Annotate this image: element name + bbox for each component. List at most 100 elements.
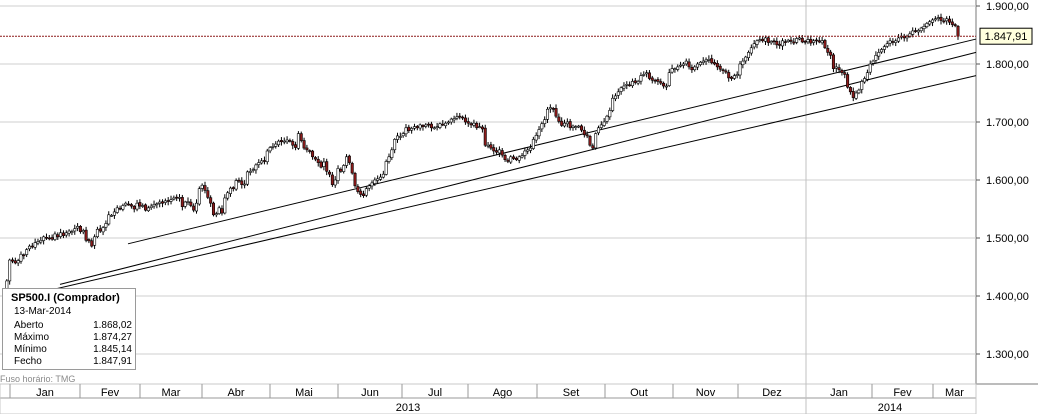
info-row-open: Aberto 1.868,02 — [14, 320, 132, 332]
candle-body — [577, 125, 581, 128]
candle-body — [761, 38, 765, 42]
candle-body — [313, 157, 317, 160]
candle-body — [693, 66, 697, 71]
candle-body — [840, 69, 844, 73]
candle-body — [834, 66, 838, 69]
candle-body — [39, 240, 43, 243]
candle-body — [622, 85, 626, 89]
x-month-label: Jul — [428, 387, 442, 399]
last-price-tag — [979, 27, 1033, 45]
candle-body — [710, 58, 714, 64]
candle-body — [93, 236, 97, 246]
candle-body — [642, 74, 646, 76]
candle-body — [260, 160, 264, 164]
candle-body — [33, 242, 37, 248]
x-month-label: Fev — [893, 387, 912, 399]
candle-body — [42, 236, 46, 241]
candle-body — [328, 171, 332, 175]
candle-body — [152, 204, 156, 207]
candle-body — [44, 236, 48, 239]
candle-body — [616, 91, 620, 96]
x-month-label: Jun — [361, 387, 379, 399]
candle-body — [602, 121, 606, 126]
info-value-high: 1.874,27 — [93, 332, 132, 343]
x-month-label: Jan — [830, 387, 848, 399]
candle-body — [619, 87, 623, 92]
candle-body — [667, 72, 671, 86]
candle-body — [749, 47, 753, 54]
y-tick-label: 1.300,00 — [986, 349, 1029, 361]
candle-body — [574, 126, 578, 128]
trend-line — [127, 38, 977, 245]
candle-body — [56, 234, 60, 238]
candle-body — [180, 197, 184, 207]
candle-body — [342, 165, 346, 172]
candle-body — [724, 70, 728, 73]
candle-body — [594, 133, 598, 149]
candle-body — [701, 60, 705, 63]
candle-body — [146, 207, 150, 212]
candle-body — [673, 68, 677, 70]
candle-body — [407, 126, 411, 132]
candle-body — [662, 82, 666, 87]
candle-body — [268, 147, 272, 152]
candle-body — [851, 90, 855, 98]
candle-body — [302, 140, 306, 149]
candle-body — [681, 63, 685, 66]
candle-body — [639, 75, 643, 82]
x-month-label: Out — [630, 387, 648, 399]
candle-body — [684, 60, 688, 65]
candle-body — [47, 237, 51, 240]
candle-body — [291, 141, 295, 146]
candle-body — [789, 39, 793, 42]
candle-body — [101, 227, 105, 233]
candle-body — [690, 67, 694, 71]
candle-body — [942, 20, 946, 23]
candle-body — [13, 260, 17, 264]
candle-body — [274, 143, 278, 147]
candle-body — [945, 18, 949, 22]
ohlc-info-box: SP500.I (Comprador) 13-Mar-2014 Aberto 1… — [2, 288, 136, 370]
candle-body — [424, 124, 428, 127]
candle-body — [27, 245, 31, 250]
candle-body — [599, 124, 603, 128]
candle-body — [234, 180, 238, 190]
candle-body — [486, 144, 490, 147]
trend-line — [19, 75, 977, 298]
candle-body — [237, 179, 241, 182]
candle-body — [659, 81, 663, 84]
candle-body — [812, 40, 816, 43]
candle-body — [843, 72, 847, 75]
candle-body — [948, 18, 952, 23]
candle-body — [741, 60, 745, 66]
candle-body — [129, 204, 133, 207]
info-label-low: Mínimo — [14, 344, 47, 355]
candle-body — [766, 37, 770, 43]
candle-body — [209, 197, 213, 204]
candle-body — [806, 39, 810, 43]
x-month-label: Mar — [162, 387, 181, 399]
candle-body — [104, 223, 108, 228]
candle-body — [353, 173, 357, 187]
x-month-label: Abr — [227, 387, 244, 399]
candle-body — [868, 63, 872, 73]
candle-body — [30, 245, 34, 248]
candle-body — [557, 116, 561, 122]
candle-body — [874, 54, 878, 61]
x-month-label: Nov — [696, 387, 716, 399]
candle-body — [183, 201, 187, 207]
candle-body — [520, 155, 524, 158]
candle-body — [772, 40, 776, 43]
candle-body — [441, 123, 445, 126]
candle-body — [245, 171, 249, 185]
candle-body — [161, 201, 165, 204]
candle-body — [472, 122, 476, 126]
candle-body — [871, 60, 875, 64]
candle-body — [203, 185, 207, 191]
candle-body — [84, 229, 88, 241]
candle-body — [194, 202, 198, 212]
candle-body — [265, 150, 269, 163]
x-month-label: Ago — [493, 387, 513, 399]
candle-body — [645, 72, 649, 75]
candle-body — [596, 127, 600, 134]
